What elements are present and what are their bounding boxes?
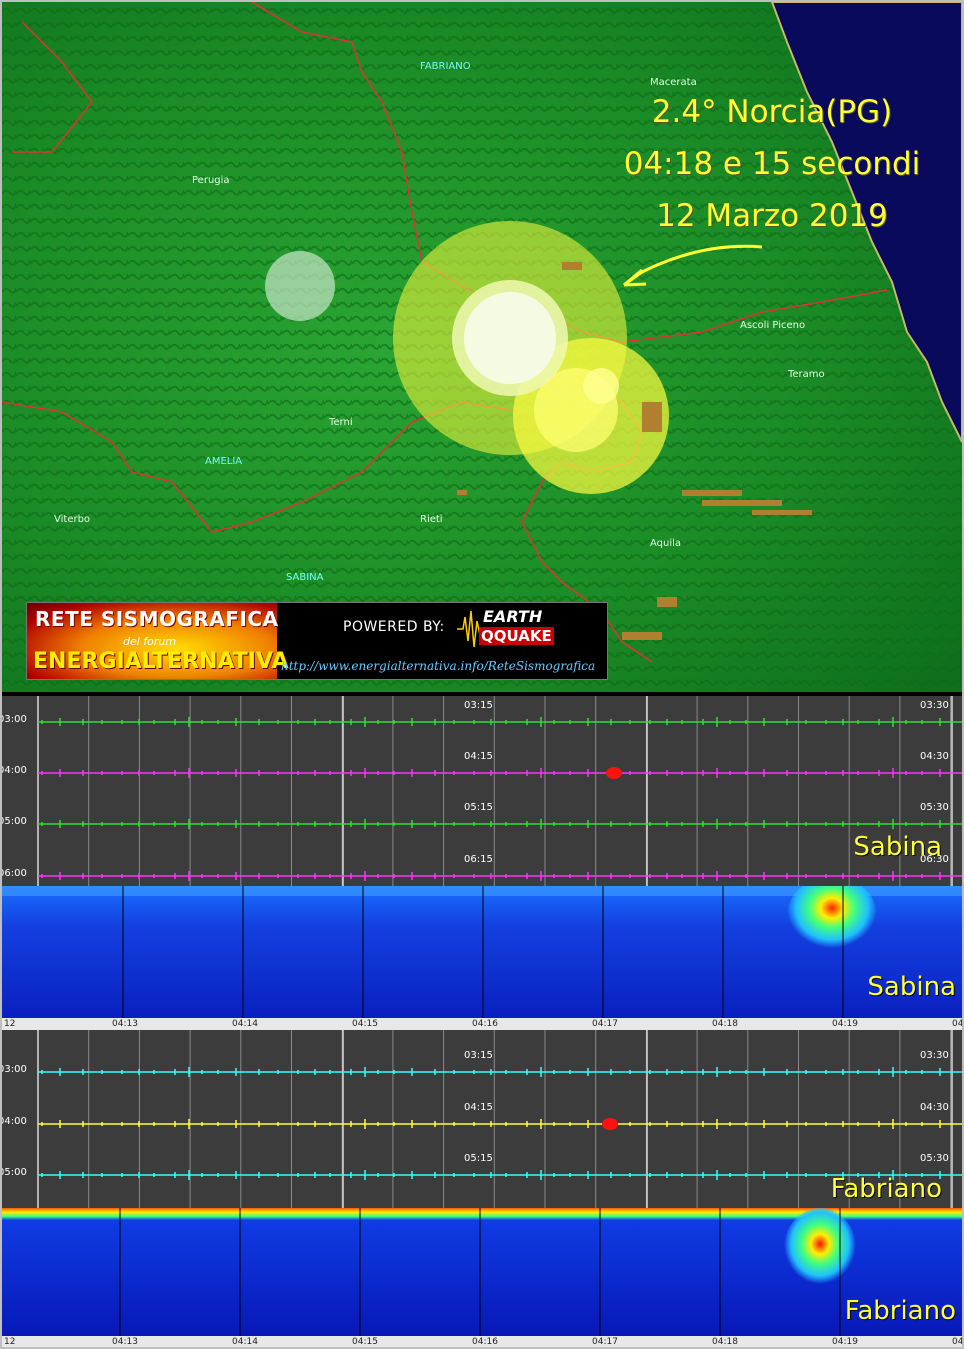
city-terni: Terni bbox=[329, 417, 353, 428]
fabriano_heli-row-label-0: 03:00 bbox=[2, 1064, 27, 1075]
banner-subtitle: del forum bbox=[123, 635, 177, 648]
sabina-spectrogram: Sabina bbox=[2, 886, 962, 1018]
fabriano-spectrogram-station-label: Fabriano bbox=[844, 1296, 956, 1326]
fabriano-spectrogram: Fabriano bbox=[2, 1208, 962, 1336]
city-macerata: Macerata bbox=[650, 77, 697, 88]
fabriano-spectrogram-plot bbox=[2, 1208, 962, 1336]
logo-quake: QQUAKE bbox=[479, 627, 554, 645]
fabriano-helicorder: Fabriano 03:00 03:15 03:30 04:00 04:15 04:30 0… bbox=[2, 1030, 962, 1208]
fabriano_heli-grid bbox=[37, 1030, 952, 1208]
caption-date: 12 Marzo 2019 bbox=[656, 198, 888, 234]
fabriano_heli-right-label-2: 05:30 bbox=[920, 1153, 949, 1164]
sabina_heli-mid-label-0: 03:15 bbox=[464, 700, 493, 711]
fabriano_heli-row-label-1: 04:00 bbox=[2, 1116, 27, 1127]
powered-by-label: POWERED BY: bbox=[343, 619, 445, 635]
caption-magnitude: 2.4° Norcia(PG) bbox=[651, 94, 893, 130]
banner-url: http://www.energialternativa.info/ReteSi… bbox=[281, 659, 596, 673]
axis2-tick-4: 04:16 bbox=[472, 1337, 498, 1347]
sabina_heli-row-label-0: 03:00 bbox=[2, 714, 27, 725]
axis1-tick-7: 04:19 bbox=[832, 1019, 858, 1029]
axis2-tick-6: 04:18 bbox=[712, 1337, 738, 1347]
fabriano_heli-trace-1 bbox=[38, 1118, 962, 1130]
city-sabina: SABINA bbox=[286, 572, 324, 583]
axis2-tick-3: 04:15 bbox=[352, 1337, 378, 1347]
city-fabriano: FABRIANO bbox=[420, 61, 471, 72]
sabina-spectrogram-minute-lines bbox=[122, 886, 844, 1018]
axis1-tick-8: 04 bbox=[952, 1019, 964, 1029]
axis1-tick-1: 04:13 bbox=[112, 1019, 138, 1029]
axis1-tick-6: 04:18 bbox=[712, 1019, 738, 1029]
fabriano-helicorder-station-label: Fabriano bbox=[830, 1174, 942, 1204]
epicenter-map: FABRIANO Macerata Perugia Ascoli Piceno … bbox=[2, 2, 962, 692]
sabina_heli-trace-2 bbox=[38, 819, 962, 829]
map-canvas bbox=[2, 2, 962, 692]
banner-title-1: RETE SISMOGRAFICA bbox=[35, 607, 279, 631]
sabina-event-signal bbox=[787, 886, 877, 956]
fabriano_heli-row-label-2: 05:00 bbox=[2, 1167, 27, 1178]
pointer-arrow bbox=[623, 244, 763, 287]
sabina_heli-right-label-2: 05:30 bbox=[920, 802, 949, 813]
city-ascoli-piceno: Ascoli Piceno bbox=[740, 320, 806, 331]
sabina_heli-mid-label-2: 05:15 bbox=[464, 802, 493, 813]
fabriano-helicorder-plot bbox=[37, 1030, 962, 1208]
city-teramo: Teramo bbox=[788, 369, 825, 380]
sabina_heli-row-label-1: 04:00 bbox=[2, 765, 27, 776]
city-viterbo: Viterbo bbox=[54, 514, 91, 525]
station-circle bbox=[265, 251, 335, 321]
sabina-spectrogram-plot bbox=[2, 886, 962, 1018]
earthquake-logo: EARTH QQUAKE bbox=[457, 607, 557, 651]
event-circle-center bbox=[464, 292, 556, 384]
axis2-tick-8: 04 bbox=[952, 1337, 964, 1347]
logo-earth: EARTH bbox=[483, 607, 543, 626]
sabina_heli-row-label-3: 06:00 bbox=[2, 868, 27, 879]
fabriano-time-axis: 12 04:13 04:14 04:15 04:16 04:17 04:18 04:19 04 bbox=[2, 1336, 964, 1347]
network-banner: RETE SISMOGRAFICA del forum ENERGIALTERN… bbox=[26, 602, 608, 680]
sabina_heli-trace-0 bbox=[38, 717, 962, 727]
axis2-tick-2: 04:14 bbox=[232, 1337, 258, 1347]
sabina_heli-right-label-0: 03:30 bbox=[920, 700, 949, 711]
axis2-tick-5: 04:17 bbox=[592, 1337, 618, 1347]
mountain-highlights bbox=[457, 262, 812, 640]
axis1-tick-3: 04:15 bbox=[352, 1019, 378, 1029]
sabina_heli-trace-3 bbox=[38, 871, 962, 881]
banner-logo-area bbox=[27, 603, 277, 679]
adriatic-sea bbox=[770, 2, 962, 443]
city-aquila: Aquila bbox=[650, 538, 682, 549]
fabriano_heli-right-label-1: 04:30 bbox=[920, 1102, 949, 1113]
sabina-spectrogram-station-label: Sabina bbox=[867, 972, 956, 1002]
sabina_heli-right-label-3: 06:30 bbox=[920, 854, 949, 865]
axis2-tick-7: 04:19 bbox=[832, 1337, 858, 1347]
sabina_heli-mid-label-1: 04:15 bbox=[464, 751, 493, 762]
sabina_heli-trace-1 bbox=[38, 767, 962, 779]
fabriano_heli-right-label-0: 03:30 bbox=[920, 1050, 949, 1061]
fabriano_heli-mid-label-1: 04:15 bbox=[464, 1102, 493, 1113]
event-circle-small bbox=[583, 368, 619, 404]
caption-time: 04:18 e 15 secondi bbox=[623, 146, 921, 182]
sabina-helicorder: Sabina 03:00 03:15 03:30 04:00 04:15 04:30 05:… bbox=[2, 696, 962, 886]
city-rieti: Rieti bbox=[420, 514, 443, 525]
sabina-helicorder-plot bbox=[37, 696, 962, 886]
sabina-time-axis: 12 04:13 04:14 04:15 04:16 04:17 04:18 04:19 04 bbox=[2, 1018, 962, 1030]
fabriano_heli-mid-label-2: 05:15 bbox=[464, 1153, 493, 1164]
axis1-tick-4: 04:16 bbox=[472, 1019, 498, 1029]
city-amelia: AMELIA bbox=[205, 456, 243, 467]
sabina-helicorder-station-label: Sabina bbox=[853, 832, 942, 862]
axis2-tick-0: 12 bbox=[4, 1337, 16, 1347]
fabriano_heli-trace-0 bbox=[38, 1067, 962, 1077]
axis1-tick-5: 04:17 bbox=[592, 1019, 618, 1029]
banner-title-2: ENERGIALTERNATIVA bbox=[33, 649, 289, 674]
fabriano-event-signal bbox=[784, 1208, 856, 1288]
fabriano_heli-mid-label-0: 03:15 bbox=[464, 1050, 493, 1061]
sabina_heli-right-label-1: 04:30 bbox=[920, 751, 949, 762]
arrow-head bbox=[623, 268, 647, 287]
fabriano_heli-trace-2 bbox=[38, 1170, 962, 1180]
axis1-tick-0: 12 bbox=[4, 1019, 16, 1029]
axis1-tick-2: 04:14 bbox=[232, 1019, 258, 1029]
axis2-tick-1: 04:13 bbox=[112, 1337, 138, 1347]
city-perugia: Perugia bbox=[192, 175, 230, 186]
fabriano-spectrogram-minute-lines bbox=[119, 1208, 841, 1336]
sabina_heli-mid-label-3: 06:15 bbox=[464, 854, 493, 865]
sabina_heli-row-label-2: 05:00 bbox=[2, 816, 27, 827]
